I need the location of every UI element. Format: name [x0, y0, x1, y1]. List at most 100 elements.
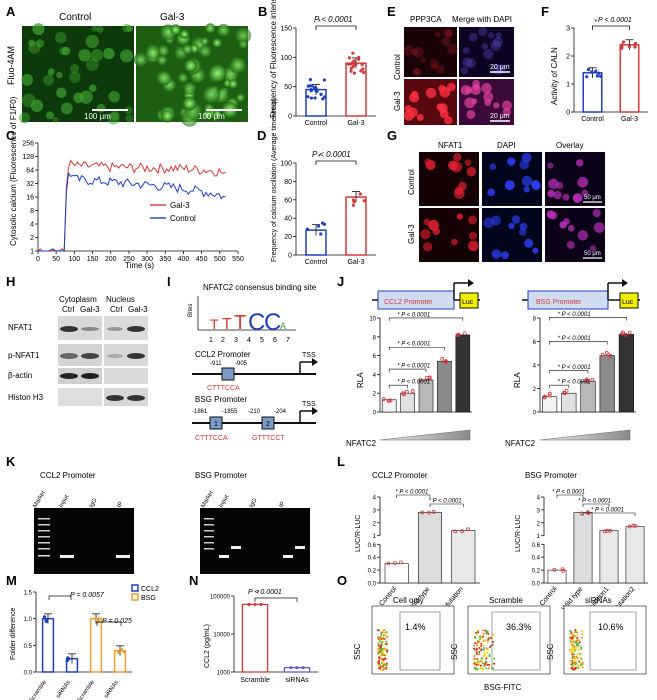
event-dot	[573, 635, 576, 638]
event-dot	[386, 635, 389, 638]
flow-title: Cell only	[393, 596, 424, 605]
event-dot	[473, 658, 476, 661]
cell	[547, 189, 555, 198]
bsg-promoter-diagram	[192, 407, 318, 430]
logo-position: 1	[209, 337, 213, 344]
event-dot	[570, 643, 573, 646]
y-tick-label: 0.4	[368, 556, 377, 562]
significance-bracket	[388, 317, 464, 321]
y-tick-label: 256	[22, 141, 34, 148]
event-dot	[571, 636, 574, 639]
event-dot	[578, 660, 581, 663]
logo-position: 3	[234, 337, 238, 344]
event-dot	[577, 648, 580, 651]
panel-n-pvalue: P < 0.0001	[248, 589, 282, 596]
y-tick-label: 2	[533, 387, 537, 393]
panel-a-control-label: Control	[59, 12, 91, 23]
event-dot	[377, 645, 380, 648]
cell	[110, 111, 120, 121]
cell	[445, 30, 453, 38]
series-line	[38, 171, 226, 252]
data-point	[410, 389, 415, 393]
event-dot	[385, 662, 388, 665]
data-point	[308, 77, 313, 82]
event-dot	[474, 631, 477, 634]
event-dot	[382, 637, 385, 640]
ccl2-reporter-construct	[372, 279, 480, 310]
significance-bracket	[96, 621, 122, 626]
event-dot	[569, 648, 572, 651]
event-dot	[581, 636, 584, 639]
panel-e-row1: Control	[393, 54, 402, 80]
cell	[441, 37, 451, 47]
event-dot	[381, 654, 384, 657]
legend-label: Control	[170, 214, 196, 223]
event-dot	[573, 641, 576, 644]
cell	[466, 166, 477, 177]
gel-bands-bsg	[204, 518, 305, 558]
event-dot	[473, 647, 476, 650]
chart-f: 0 1 2 3 Control Gal-3 *	[566, 19, 648, 123]
y-tick-label: 80	[284, 179, 292, 186]
panel-letter-o: O	[337, 573, 347, 588]
event-dot	[571, 646, 574, 649]
event-dot	[486, 663, 489, 666]
significance-p: * P < 0.0001	[429, 499, 462, 505]
data-point	[424, 375, 429, 380]
significance-bracket	[429, 503, 464, 507]
event-dot	[381, 665, 384, 668]
event-dot	[569, 629, 572, 632]
event-dot	[486, 630, 489, 633]
blot-label: p-NFAT1	[8, 351, 40, 360]
cell	[483, 217, 494, 229]
event-dot	[484, 660, 487, 663]
event-dot	[575, 657, 578, 660]
data-point	[621, 40, 626, 44]
panel-j-nfatc2: NFATC2	[346, 439, 377, 448]
event-dot	[571, 657, 574, 660]
y-tick-label: 150	[280, 26, 292, 33]
x-tick-label: 50	[52, 256, 60, 263]
event-dot	[577, 642, 580, 645]
cell	[562, 193, 570, 201]
significance-p: * P < 0.0001	[397, 364, 430, 370]
lane-label: Marker	[201, 490, 216, 509]
cell	[208, 64, 227, 83]
panel-letter-n: N	[189, 573, 198, 588]
significance-star: *	[257, 590, 260, 597]
blot-label: NFAT1	[8, 323, 33, 332]
cell	[156, 70, 172, 86]
event-dot	[482, 635, 485, 638]
data-point	[301, 666, 305, 670]
cell	[177, 72, 189, 84]
data-point	[602, 529, 607, 534]
event-dot	[574, 663, 577, 666]
cell	[89, 84, 97, 93]
panel-e-row2: Gal-3	[393, 91, 402, 111]
event-dot	[384, 667, 387, 670]
event-dot	[571, 663, 574, 666]
significance-bracket	[315, 25, 357, 30]
y-tick-label: 6	[533, 340, 537, 346]
data-point	[633, 523, 638, 528]
event-dot	[573, 653, 576, 656]
significance-p: * P < 0.0001	[591, 508, 624, 514]
event-dot	[569, 633, 572, 636]
chart-m: 0.0 0.5 1.0 1.5 Scramble siRNAs Scramble siRNAs	[24, 591, 132, 700]
cell	[133, 52, 148, 67]
cell	[487, 32, 495, 39]
panel-f-ylabel: Activity of CALN	[550, 47, 559, 105]
data-point	[305, 227, 310, 231]
data-point	[465, 527, 470, 532]
data-point	[323, 95, 327, 99]
event-dot	[491, 641, 494, 644]
significance-bracket	[549, 341, 608, 345]
cell	[60, 102, 73, 115]
panel-letter-k: K	[6, 454, 16, 469]
data-point	[590, 377, 595, 382]
scale-bar-label: 100 μm	[84, 112, 111, 121]
event-dot	[382, 634, 385, 637]
data-point	[440, 356, 445, 361]
significance-bracket	[556, 494, 584, 498]
logo-letter-t: T	[234, 312, 246, 334]
